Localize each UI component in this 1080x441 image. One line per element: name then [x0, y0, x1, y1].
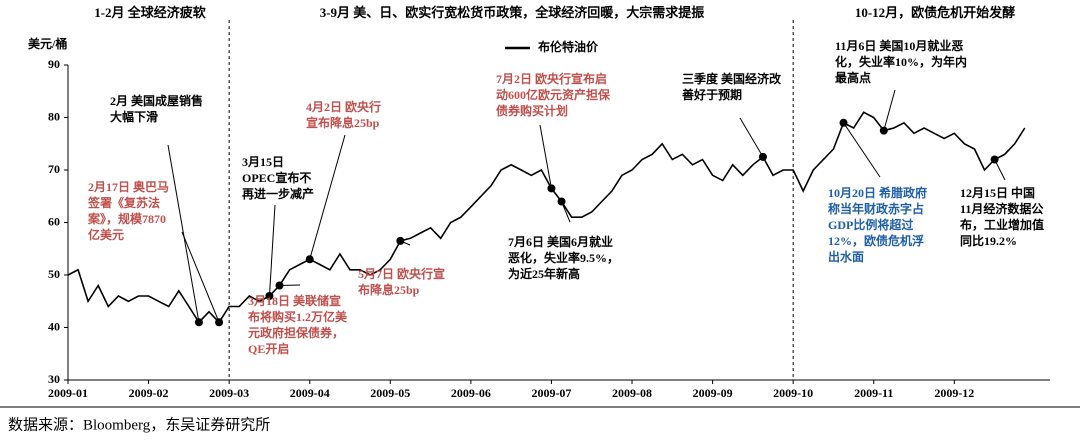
x-tick-label: 2009-09: [693, 386, 733, 400]
annotation: 3月15日: [242, 155, 284, 169]
highlight-point: [194, 318, 203, 327]
annotation: 化，失业率10%，为年内: [835, 54, 967, 69]
highlight-point: [215, 318, 224, 327]
annotation: 善好于预期: [682, 87, 742, 102]
y-tick-label: 70: [48, 162, 60, 176]
annotation: GDP比例将超过: [828, 217, 913, 232]
annotation: OPEC宣布不: [242, 170, 311, 185]
leader-line: [309, 134, 346, 260]
x-tick-label: 2009-10: [773, 386, 813, 400]
annotation: 2月 美国成屋销售: [110, 93, 203, 108]
x-tick-label: 2009-11: [854, 386, 893, 400]
annotation: 3月18日 美联储宣: [248, 293, 341, 308]
x-tick-label: 2009-02: [129, 386, 169, 400]
annotation: 11月6日 美国10月就业恶: [835, 38, 963, 53]
x-tick-label: 2009-12: [934, 386, 974, 400]
annotation: 布将购买1.2万亿美: [248, 309, 348, 324]
annotation: 债券购买计划: [496, 103, 568, 118]
annotation: QE开启: [248, 341, 289, 356]
annotation: 案》，规模7870: [87, 211, 166, 226]
y-tick-label: 80: [48, 109, 60, 123]
annotation: 同比19.2%: [960, 233, 1017, 248]
leader-line: [268, 204, 276, 297]
highlight-point: [557, 197, 566, 206]
x-tick-label: 2009-06: [451, 386, 491, 400]
highlight-point: [758, 152, 767, 161]
annotation: 7月2日 欧央行宣布启: [496, 71, 607, 86]
period-header: 10-12月，欧债危机开始发酵: [855, 5, 1015, 20]
source: 数据来源：Bloomberg，东吴证券研究所: [8, 416, 270, 433]
annotation: 恶化，失业率9.5%，: [508, 250, 619, 265]
x-tick-label: 2009-07: [531, 386, 571, 400]
annotation: 2月17日 奥巴马: [88, 179, 169, 194]
highlight-point: [990, 155, 999, 164]
annotation: 12%，欧债危机浮: [828, 233, 924, 248]
annotation: 12月15日 中国: [960, 185, 1035, 200]
x-tick-label: 2009-01: [48, 386, 88, 400]
y-tick-label: 50: [48, 267, 60, 281]
leader-line: [539, 124, 552, 189]
highlight-point: [547, 184, 556, 193]
annotation: 最高点: [835, 70, 871, 85]
period-header: 1-2月 全球经济疲软: [94, 5, 206, 20]
annotation: 4月2日 欧央行: [306, 99, 381, 114]
y-tick-label: 40: [48, 319, 60, 333]
annotation: 三季度 美国经济改: [682, 71, 782, 86]
leader-line: [167, 144, 200, 323]
annotation: 签署《复苏法: [87, 195, 160, 210]
leader-line: [739, 117, 764, 158]
x-tick-label: 2009-03: [209, 386, 249, 400]
period-header: 3-9月 美、日、欧实行宽松货币政策，全球经济回暖，大宗需求提振: [320, 5, 705, 20]
annotation: 再进一步减产: [242, 186, 314, 201]
x-tick-label: 2009-04: [290, 386, 330, 400]
annotation: 为近25年新高: [508, 266, 580, 281]
annotation: 11月经济数据公: [960, 201, 1043, 216]
annotation: 布降息25bp: [358, 282, 420, 297]
leader-line: [843, 122, 881, 178]
highlight-point: [879, 126, 888, 135]
highlight-point: [839, 118, 848, 127]
annotation: 布，工业增加值: [960, 217, 1044, 232]
leader-line: [883, 89, 896, 131]
highlight-point: [396, 236, 405, 245]
legend-label: 布伦特油价: [538, 39, 599, 54]
annotation: 动600亿欧元资产担保: [496, 87, 611, 102]
annotation: 7月6日 美国6月就业: [508, 234, 613, 249]
annotation: 宣布降息25bp: [306, 115, 380, 130]
annotation: 5月7日 欧央行宣: [358, 266, 445, 281]
highlight-point: [275, 281, 284, 290]
annotation: 称当年财政赤字占: [828, 201, 924, 216]
annotation: 亿美元: [88, 227, 124, 242]
annotation: 元政府担保债券，: [248, 325, 344, 340]
y-tick-label: 90: [48, 57, 60, 71]
annotation: 10月20日 希腊政府: [828, 185, 927, 200]
annotation: 大幅下滑: [110, 109, 158, 124]
x-tick-label: 2009-08: [612, 386, 652, 400]
leader-line: [181, 231, 220, 323]
y-tick-label: 30: [48, 372, 60, 386]
highlight-point: [305, 255, 314, 264]
y-axis-label: 美元/桶: [28, 36, 67, 51]
highlight-point: [265, 292, 274, 300]
x-tick-label: 2009-05: [370, 386, 410, 400]
y-tick-label: 60: [48, 214, 60, 228]
series-line: [67, 111, 1026, 324]
annotation: 出水面: [828, 249, 864, 264]
